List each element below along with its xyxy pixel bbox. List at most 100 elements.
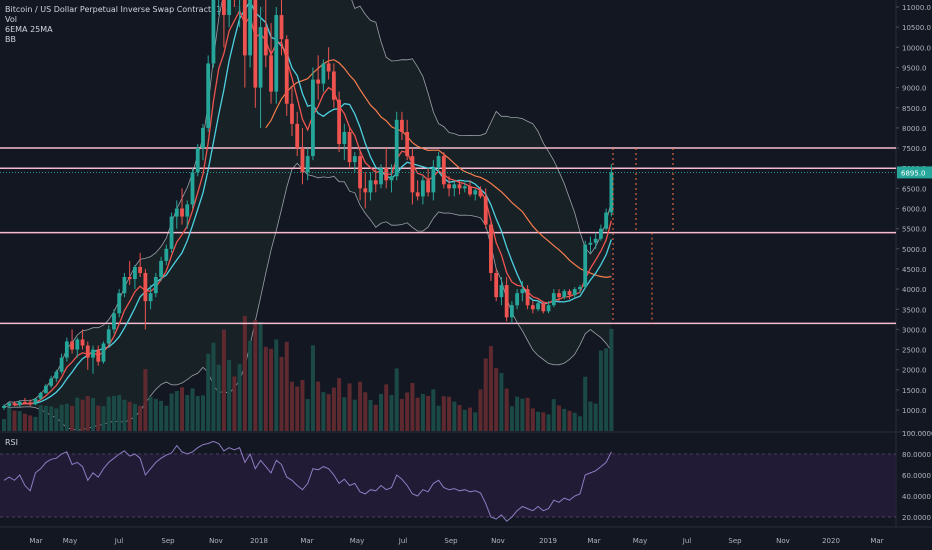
bollinger-bands [3,0,612,431]
volume-bar [588,401,593,431]
volume-bar [310,345,315,431]
candle-body [169,216,174,249]
time-tick-label: Sep [161,537,175,545]
candle-body [410,156,415,193]
symbol-title[interactable]: Bitcoin / US Dollar Perpetual Inverse Sw… [5,5,265,14]
volume-bar [447,396,452,431]
candle-body [431,168,436,193]
volume-bar [499,373,504,431]
volume-bar [305,399,310,431]
volume-bar [54,408,59,431]
candle-body [2,405,6,408]
volume-bar [551,399,556,431]
volume-bar [373,404,378,431]
rsi-tick-label: 40.0000 [902,493,931,501]
time-tick-label: Sep [728,537,742,545]
candle-body [562,291,567,298]
candle-body [536,303,540,310]
candle-body [321,63,326,84]
time-axis[interactable]: Mar May Jul Sep Nov 2018 Mar May Jul Sep Nov 2019 Ma… [29,537,883,545]
volume-bar [169,393,174,431]
candle-body [174,208,179,217]
volume-bar [206,353,211,431]
volume-bar [38,405,43,431]
bb-fill [4,0,612,431]
volume-bar [468,407,473,431]
volume-bar [598,350,603,431]
candle-body [96,349,101,362]
volume-bar [159,400,164,431]
candle-body [609,172,614,213]
volume-bar [22,413,27,431]
horizontal-levels[interactable] [0,147,896,325]
volume-bar [216,364,221,431]
volume-bar [127,401,132,431]
volume-bar [200,395,205,431]
candle-body [17,401,22,406]
candle-body [363,188,368,193]
volume-bar [28,415,33,431]
volume-bar [604,348,609,431]
time-tick-label: May [633,537,647,545]
time-tick-label: 2019 [539,537,557,545]
candle-body [447,184,451,189]
candle-body [127,277,132,280]
volume-bar [143,369,148,431]
volume-bar [274,339,279,431]
price-tick-label: 5000.0 [902,246,927,254]
volume-bar [483,358,488,431]
volume-bar [85,396,90,431]
candle-body [300,148,305,173]
rsi-panel[interactable]: 100.0000 80.0000 60.0000 40.0000 20.0000 [0,430,932,522]
volume-bar [410,383,415,431]
rsi-tick-label: 60.0000 [902,472,931,480]
rsi-panel-title[interactable]: RSI [5,438,18,447]
ema-ma-indicator-label[interactable]: 6EMA 25MA [5,25,53,34]
candle-body [284,39,289,104]
volume-bar [557,405,562,431]
volume-indicator-label[interactable]: Vol [5,15,17,24]
volume-bar [509,406,514,431]
candle-body [101,343,106,362]
candle-body [122,277,127,294]
candle-body [331,71,336,100]
price-tick-label: 9500.0 [902,64,927,72]
candle-body [567,291,572,296]
volume-bar [316,381,321,431]
candle-body [389,176,394,181]
volume-bar [164,405,169,431]
volume-bar [405,392,410,431]
candle-body [530,305,535,310]
candle-body [148,293,153,302]
volume-bar [148,396,153,431]
candle-body [290,103,294,124]
candle-body [572,289,577,296]
volume-bar [153,398,158,431]
candle-body [85,345,90,358]
volume-bar [593,403,598,431]
volume-bar [525,397,530,431]
volume-bar [572,412,577,431]
projection-lines[interactable] [612,148,674,324]
price-tick-label: 4000.0 [902,286,927,294]
candle-body [185,204,190,217]
volume-bar [174,391,179,431]
price-tick-label: 6500.0 [902,185,927,193]
bollinger-bands-label[interactable]: BB [5,35,16,44]
volume-bar [562,408,567,431]
volume-bar [295,386,300,431]
candle-body [599,228,603,239]
volume-bar [43,405,48,431]
volume-bar [70,405,75,431]
candle-body [483,196,488,225]
volume-bar [180,387,185,431]
volume-bar [342,397,347,431]
candle-body [180,208,184,217]
volume-bar [488,346,493,431]
time-tick-label: Jul [398,537,408,545]
candle-body [138,266,143,273]
volume-bar [221,329,226,431]
price-tick-label: 8500.0 [902,105,927,113]
candle-body [28,402,33,405]
